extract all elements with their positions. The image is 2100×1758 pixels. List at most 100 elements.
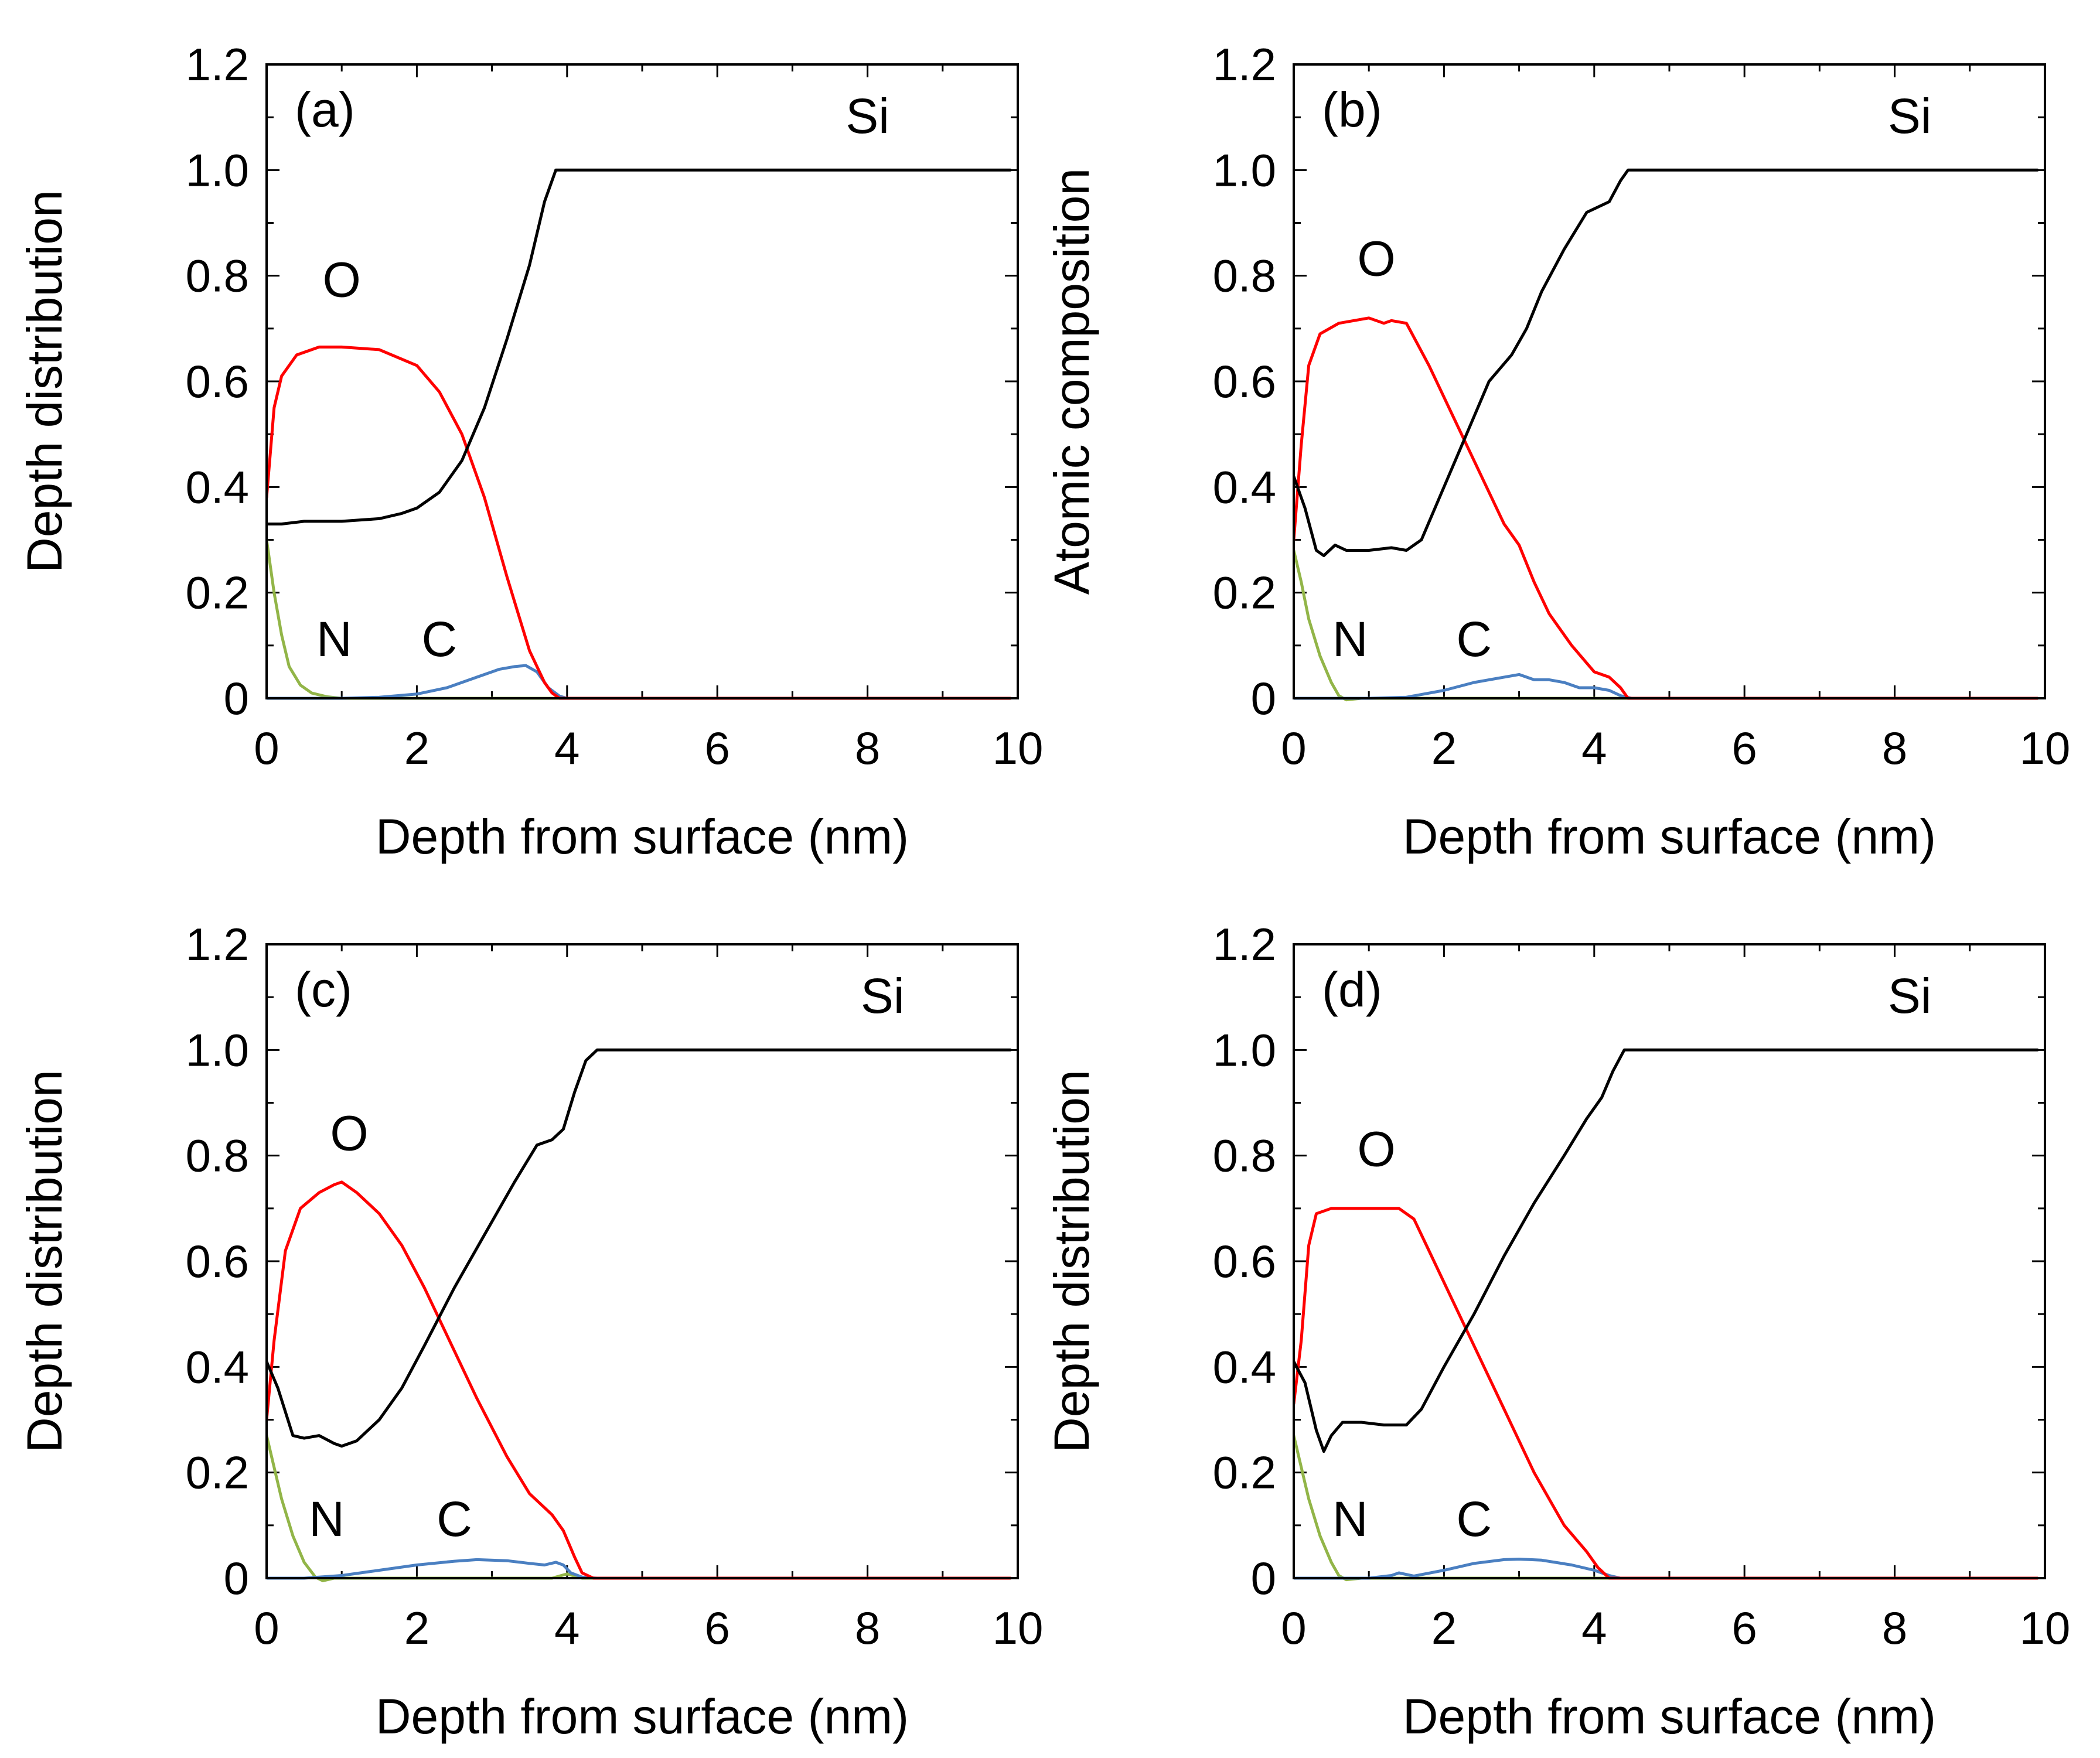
series-label-si: Si <box>846 88 889 144</box>
y-axis-title: Depth distribution <box>17 190 72 573</box>
series-line-o <box>1294 1207 2039 1580</box>
plot-frame <box>1293 63 2046 699</box>
x-tick-label: 2 <box>404 1602 429 1654</box>
y-tick-label: 1.2 <box>1213 919 1276 970</box>
series-label-n: N <box>1332 612 1368 667</box>
series-line-c <box>267 1558 1012 1580</box>
series-line-o <box>267 1180 1012 1580</box>
series-label-o: O <box>1357 1122 1395 1177</box>
y-tick-label: 0.4 <box>186 1341 249 1392</box>
y-tick-label: 0.2 <box>186 1447 249 1498</box>
y-tick-label: 1.2 <box>186 39 249 90</box>
panel-label: (c) <box>295 962 352 1017</box>
y-tick-label: 1.0 <box>1213 144 1276 196</box>
series-label-c: C <box>1456 1491 1492 1547</box>
y-tick-label: 0.4 <box>1213 1341 1276 1392</box>
series-line-n <box>1294 549 2039 702</box>
y-tick-label: 0.6 <box>186 356 249 407</box>
y-tick-label: 0.6 <box>1213 356 1276 407</box>
x-tick-label: 0 <box>254 1602 279 1654</box>
x-tick-label: 8 <box>1882 1602 1907 1654</box>
y-axis-title: Depth distribution <box>17 1070 72 1453</box>
y-tick-label: 0.2 <box>1213 1447 1276 1498</box>
x-tick-label: 2 <box>404 722 429 774</box>
panel-label: (b) <box>1322 82 1382 137</box>
y-tick-label: 0.2 <box>1213 567 1276 619</box>
x-tick-label: 0 <box>254 722 279 774</box>
x-tick-label: 2 <box>1431 1602 1457 1654</box>
y-tick-label: 0.8 <box>1213 250 1276 302</box>
series-line-c <box>1294 673 2039 700</box>
series-label-o: O <box>323 252 361 308</box>
x-tick-label: 8 <box>1882 722 1907 774</box>
x-tick-label: 8 <box>855 722 880 774</box>
series-label-o: O <box>330 1106 368 1161</box>
y-tick-label: 0.6 <box>186 1235 249 1287</box>
x-tick-label: 2 <box>1431 722 1457 774</box>
x-axis-title: Depth from surface (nm) <box>1403 1689 1936 1744</box>
chart-panel-c: 0 0.2 0.4 0.6 0.8 1.0 1.2 0 2 4 6 8 10 Si O N C (c) Depth … <box>17 919 1043 1744</box>
y-tick-label: 0.4 <box>186 461 249 513</box>
plot-frame <box>1293 943 2046 1579</box>
y-tick-label: 0.8 <box>186 250 249 302</box>
y-tick-label: 0 <box>224 1552 249 1604</box>
chart-panel-d: 0 0.2 0.4 0.6 0.8 1.0 1.2 0 2 4 6 8 10 Si O N C (d) Depth … <box>1044 919 2070 1744</box>
x-axis-title: Depth from surface (nm) <box>1403 809 1936 864</box>
y-tick-label: 1.0 <box>186 1024 249 1076</box>
y-axis-title: Atomic composition <box>1044 168 1099 595</box>
series-label-o: O <box>1357 231 1395 286</box>
series-label-c: C <box>437 1491 472 1547</box>
x-axis-title: Depth from surface (nm) <box>376 1689 909 1744</box>
x-tick-label: 0 <box>1281 722 1306 774</box>
series-label-n: N <box>316 612 352 667</box>
x-axis-title: Depth from surface (nm) <box>376 809 909 864</box>
series-line-o <box>267 345 1012 700</box>
x-tick-label: 10 <box>2020 1602 2071 1654</box>
x-tick-label: 10 <box>2020 722 2071 774</box>
x-tick-label: 4 <box>1581 1602 1607 1654</box>
series-line-si <box>267 168 1012 525</box>
x-tick-label: 10 <box>993 1602 1044 1654</box>
y-tick-label: 1.2 <box>186 919 249 970</box>
series-label-n: N <box>1332 1491 1368 1547</box>
series-line-n <box>1294 1434 2039 1582</box>
chart-panel-a: 0 0.2 0.4 0.6 0.8 1.0 1.2 0 2 4 6 8 10 Si O N C (a) Depth … <box>17 39 1043 864</box>
y-tick-label: 0.2 <box>186 567 249 619</box>
y-tick-label: 1.0 <box>186 144 249 196</box>
plot-frame <box>265 63 1019 699</box>
plot-frame <box>265 943 1019 1579</box>
series-label-c: C <box>422 612 458 667</box>
series-line-c <box>1294 1558 2039 1580</box>
series-label-si: Si <box>1888 88 1932 144</box>
series-line-si <box>1294 168 2039 557</box>
x-tick-label: 6 <box>705 1602 730 1654</box>
series-line-si <box>267 1048 1012 1448</box>
y-tick-label: 0.8 <box>1213 1130 1276 1182</box>
y-tick-label: 0.8 <box>186 1130 249 1182</box>
series-line-c <box>267 664 1012 700</box>
panel-label: (d) <box>1322 962 1382 1017</box>
series-line-n <box>267 1434 1012 1582</box>
x-tick-label: 0 <box>1281 1602 1306 1654</box>
y-tick-label: 1.2 <box>1213 39 1276 90</box>
series-label-c: C <box>1456 612 1492 667</box>
chart-panel-b: 0 0.2 0.4 0.6 0.8 1.0 1.2 0 2 4 6 8 10 Si O N C (b) Depth … <box>1044 39 2070 864</box>
series-line-o <box>1294 316 2039 700</box>
y-tick-label: 1.0 <box>1213 1024 1276 1076</box>
y-axis-title: Depth distribution <box>1044 1070 1099 1453</box>
y-tick-label: 0.4 <box>1213 461 1276 513</box>
x-tick-label: 4 <box>554 722 579 774</box>
x-tick-label: 6 <box>705 722 730 774</box>
x-tick-label: 8 <box>855 1602 880 1654</box>
y-tick-label: 0 <box>1251 673 1276 724</box>
x-tick-label: 6 <box>1732 722 1757 774</box>
series-label-si: Si <box>861 968 905 1023</box>
series-label-si: Si <box>1888 968 1932 1023</box>
series-line-n <box>267 538 1012 700</box>
y-tick-label: 0.6 <box>1213 1235 1276 1287</box>
y-tick-label: 0 <box>1251 1552 1276 1604</box>
x-tick-label: 10 <box>993 722 1044 774</box>
x-tick-label: 6 <box>1732 1602 1757 1654</box>
panel-label: (a) <box>295 82 355 137</box>
